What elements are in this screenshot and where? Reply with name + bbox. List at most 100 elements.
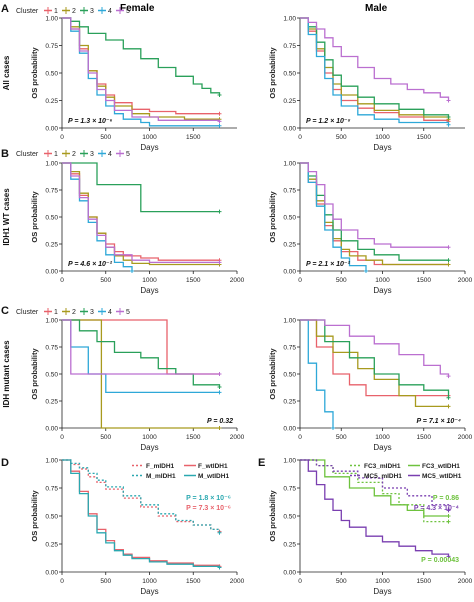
x-axis-title: Days xyxy=(140,587,158,596)
censor-mark xyxy=(446,245,451,250)
x-tick-label: 2000 xyxy=(230,434,245,441)
x-tick-label: 500 xyxy=(336,134,347,141)
x-tick-label: 1500 xyxy=(417,277,432,284)
y-tick-label: 0.50 xyxy=(45,215,58,222)
censor-mark xyxy=(446,395,451,400)
x-axis-title: Days xyxy=(140,443,158,452)
y-axis-title: OS probability xyxy=(30,490,39,542)
censor-mark xyxy=(217,209,222,214)
col-title-male: Male xyxy=(365,3,388,14)
y-tick-label: 0.25 xyxy=(283,242,296,249)
series-line-5 xyxy=(300,162,449,248)
x-tick-label: 2000 xyxy=(230,277,245,284)
legend-label-4: 4 xyxy=(108,309,112,316)
legend-label-3: 3 xyxy=(90,309,94,316)
legend-label: M_wtIDH1 xyxy=(198,473,229,480)
legend-label: MC5_wtIDH1 xyxy=(422,473,462,480)
x-tick-label: 1500 xyxy=(417,578,432,585)
x-tick-label: 0 xyxy=(60,578,64,585)
legend-label: F_mIDH1 xyxy=(146,463,175,470)
series-line-4 xyxy=(62,162,133,271)
y-axis-title: OS probability xyxy=(30,47,39,99)
censor-mark xyxy=(446,115,451,119)
y-tick-label: 0.00 xyxy=(283,126,296,133)
y-tick-label: 0.75 xyxy=(283,345,296,352)
legend-label-3: 3 xyxy=(90,8,94,15)
series-line-4 xyxy=(300,17,450,125)
x-tick-label: 500 xyxy=(100,434,111,441)
cluster-legend: Cluster 1 2 3 4 5 xyxy=(16,7,130,15)
p-value-label: P = 1.8 × 10⁻⁶ xyxy=(186,495,231,502)
series-line-MC5_mIDH1 xyxy=(300,459,450,511)
legend-label-2: 2 xyxy=(72,309,76,316)
censor-mark xyxy=(217,119,222,124)
panel-D: 0.00 0.25 0.50 0.75 1.00 0 500 1000 1500 2000 Days… xyxy=(30,458,245,597)
p-value-label: P = 4.6 × 10⁻² xyxy=(68,261,113,268)
censor-mark xyxy=(217,260,222,265)
y-tick-label: 0.00 xyxy=(283,426,296,433)
censor-mark xyxy=(130,269,134,273)
panel-letter: A xyxy=(1,3,9,15)
panel-C-female: 0.00 0.25 0.50 0.75 1.00 0 500 1000 1500 2000 Days… xyxy=(30,318,245,453)
cluster-legend: Cluster 1 2 3 4 5 xyxy=(16,308,130,316)
censor-mark xyxy=(446,98,451,103)
legend-label-4: 4 xyxy=(108,151,112,158)
panel-letter: E xyxy=(258,457,265,469)
panel-C-male: 0.00 0.25 0.50 0.75 1.00 0 500 1000 1500 2000 Days… xyxy=(268,318,473,453)
y-tick-label: 0.75 xyxy=(283,188,296,195)
x-tick-label: 0 xyxy=(298,134,302,141)
p-value-label: P = 0.00043 xyxy=(421,557,459,564)
y-tick-label: 1.00 xyxy=(45,458,58,465)
y-axis-title: OS probability xyxy=(30,348,39,400)
y-tick-label: 0.50 xyxy=(45,71,58,78)
x-axis-title: Days xyxy=(140,143,158,152)
col-title-female: Female xyxy=(120,3,155,14)
series-line-3 xyxy=(62,319,221,387)
y-tick-label: 0.25 xyxy=(283,542,296,549)
legend-label-1: 1 xyxy=(54,151,58,158)
x-tick-label: 1500 xyxy=(186,434,201,441)
row-title: All cases xyxy=(2,55,11,90)
x-tick-label: 0 xyxy=(298,578,302,585)
x-tick-label: 2000 xyxy=(458,578,473,585)
p-value-label: P = 1.3 × 10⁻⁶ xyxy=(68,118,113,125)
censor-mark xyxy=(446,404,451,409)
x-axis-title: Days xyxy=(373,286,391,295)
y-axis-title: OS probability xyxy=(268,490,277,542)
censor-mark xyxy=(446,258,451,263)
y-tick-label: 0.50 xyxy=(283,215,296,222)
y-tick-label: 0.00 xyxy=(45,126,58,133)
x-tick-label: 1000 xyxy=(142,277,157,284)
y-tick-label: 0.00 xyxy=(45,269,58,276)
y-axis-title: OS probability xyxy=(268,47,277,99)
y-tick-label: 0.25 xyxy=(45,242,58,249)
x-tick-label: 1500 xyxy=(186,277,201,284)
series-line-5 xyxy=(300,319,450,377)
censor-mark xyxy=(217,530,222,535)
x-tick-label: 500 xyxy=(100,277,111,284)
censor-mark xyxy=(446,508,451,513)
y-axis-title: OS probability xyxy=(268,348,277,400)
y-tick-label: 1.00 xyxy=(45,16,58,23)
y-tick-label: 0.25 xyxy=(283,98,296,105)
y-tick-label: 1.00 xyxy=(283,161,296,168)
legend-label: FC3_mIDH1 xyxy=(364,463,401,470)
x-tick-label: 1000 xyxy=(142,578,157,585)
panel-letter: D xyxy=(1,457,9,469)
row-title: IDH mutant cases xyxy=(2,340,11,408)
x-tick-label: 500 xyxy=(100,134,111,141)
series-line-3 xyxy=(300,162,449,261)
series-line-4 xyxy=(300,162,367,271)
x-tick-label: 1500 xyxy=(417,134,432,141)
legend-title: Cluster xyxy=(16,8,39,15)
panel-letter: B xyxy=(1,148,9,160)
y-tick-label: 1.00 xyxy=(283,318,296,325)
censor-mark xyxy=(217,390,222,395)
y-tick-label: 0.00 xyxy=(283,570,296,577)
y-tick-label: 0.25 xyxy=(45,399,58,406)
y-tick-label: 0.75 xyxy=(45,188,58,195)
censor-mark xyxy=(217,372,222,376)
censor-mark xyxy=(446,374,451,379)
x-tick-label: 1000 xyxy=(375,578,390,585)
